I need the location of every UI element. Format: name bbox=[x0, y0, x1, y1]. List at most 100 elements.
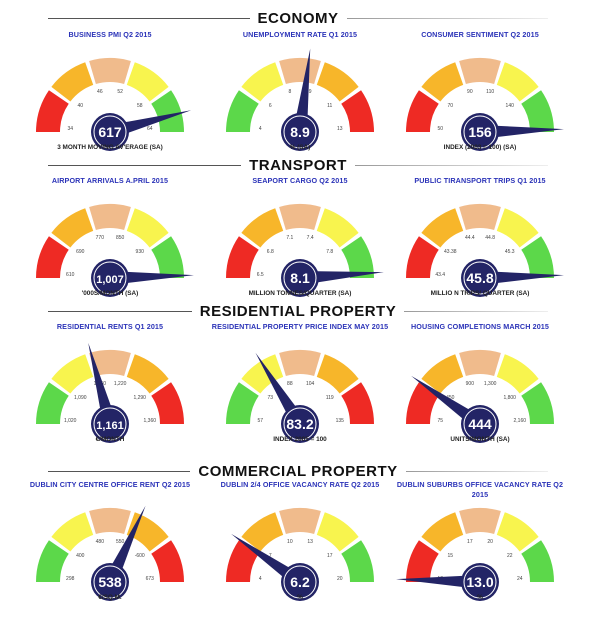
gauge-dial: 34 40 46 52 58 64 617 bbox=[36, 57, 192, 151]
divider bbox=[404, 310, 549, 312]
gauge-dial: 50 70 90 110 140 156 bbox=[406, 57, 564, 151]
gauge-tick-label: 119 bbox=[326, 395, 334, 401]
gauge-band-peach bbox=[89, 350, 131, 377]
gauge-tick-label: 7 bbox=[269, 553, 272, 559]
gauge-band-peach bbox=[459, 57, 501, 85]
gauge-tick-label: 43.38 bbox=[444, 249, 457, 255]
divider bbox=[48, 470, 191, 472]
gauge-band-red bbox=[226, 540, 259, 582]
gauge-tick-label: 90 bbox=[467, 89, 473, 95]
gauge-tick-label: 1,290 bbox=[133, 395, 146, 401]
gauge-band-red bbox=[406, 540, 439, 582]
gauge-hub bbox=[281, 405, 319, 443]
gauge-tick-label: 4 bbox=[259, 576, 262, 582]
gauge-title: DUBLIN CITY CENTRE OFFICE RENT Q2 2015 bbox=[29, 480, 191, 489]
gauge-6: PUBLIC TIRANSPORT TRIPS Q1 2015 43.4 43.38… bbox=[390, 176, 570, 297]
gauge-needle bbox=[479, 125, 564, 139]
gauge-tick-label: 17 bbox=[327, 553, 333, 559]
gauge-tick-label: 40 bbox=[77, 103, 83, 109]
gauge-tick-label: 50 bbox=[437, 126, 443, 132]
gauge-hub-ring bbox=[283, 115, 317, 149]
gauge-tick-label: 7.1 bbox=[286, 235, 293, 241]
gauge-dial: 57 73 88 104 119 135 83.2 bbox=[226, 350, 374, 443]
gauge-band-yellow bbox=[496, 512, 539, 552]
gauge-band-red bbox=[151, 382, 184, 424]
gauge-hub bbox=[91, 113, 129, 151]
gauge-band-orange bbox=[316, 354, 359, 394]
gauge-band-green bbox=[521, 382, 554, 424]
gauge-band-orange bbox=[51, 208, 94, 248]
gauge-band-orange bbox=[421, 62, 464, 102]
gauge-tick-label: 610 bbox=[66, 272, 75, 278]
gauge-hub bbox=[281, 113, 319, 151]
gauge-tick-label: 900 bbox=[466, 381, 475, 387]
gauge-tick-label: 550 bbox=[116, 539, 125, 545]
gauge-dial: 12151720222413.0 bbox=[396, 508, 554, 601]
gauge-tick-label: 104 bbox=[306, 381, 315, 387]
gauge-title: CONSUMER SENTIMENT Q2 2015 bbox=[421, 30, 539, 39]
gauge-tick-label: 20 bbox=[487, 539, 493, 545]
gauge-hub bbox=[461, 405, 499, 443]
gauge-band-red bbox=[406, 90, 439, 132]
gauge-hub-ring bbox=[283, 407, 317, 441]
gauge-band-green bbox=[521, 236, 554, 278]
gauge-hub-ring bbox=[463, 407, 497, 441]
gauge-2: UNEMPLOYMENT RATE Q1 2015 4 6 8 9 11 13 8.9 % (S… bbox=[210, 30, 390, 151]
gauge-unit: % bbox=[477, 594, 483, 601]
gauge-band-green bbox=[226, 382, 259, 424]
gauge-unit: €/MONTH bbox=[95, 436, 125, 443]
gauge-tick-label: 17 bbox=[467, 539, 473, 545]
gauge-tick-label: 45.3 bbox=[505, 249, 515, 255]
gauge-title: RESIDENTIAL PROPERTY PRICE INDEX MAY 201… bbox=[211, 322, 389, 331]
gauge-band-red bbox=[151, 540, 184, 582]
gauge-dial: 298 400 480 550 -600 673 538 bbox=[36, 505, 184, 601]
gauge-tick-label: 1,300 bbox=[484, 381, 497, 387]
gauge-band-green bbox=[341, 236, 374, 278]
gauge-unit: MILLIO N TRIPS/ QUARTER (SA) bbox=[430, 290, 530, 297]
gauge-title: UNEMPLOYMENT RATE Q1 2015 bbox=[242, 30, 358, 39]
gauge-hub bbox=[461, 259, 499, 297]
gauge-band-peach bbox=[89, 508, 131, 535]
gauge-tick-label: 73 bbox=[267, 395, 273, 401]
gauge-needle bbox=[479, 271, 564, 285]
gauge-band-orange bbox=[421, 512, 464, 552]
gauge-tick-label: 24 bbox=[517, 576, 523, 582]
gauge-needle bbox=[293, 48, 311, 133]
gauge-band-peach bbox=[279, 57, 321, 85]
gauge-8: RESIDENTIAL PROPERTY PRICE INDEX MAY 201… bbox=[210, 322, 390, 443]
section-title: TRANSPORT bbox=[249, 156, 347, 174]
gauge-title: AIRPORT ARRIVALS A.PRIL 2015 bbox=[51, 176, 169, 185]
gauge-tick-label: 52 bbox=[117, 89, 123, 95]
gauge-tick-label: 135 bbox=[336, 418, 345, 424]
gauge-band-orange bbox=[241, 208, 284, 248]
gauge-band-yellow bbox=[316, 512, 359, 552]
gauge-needle bbox=[299, 271, 384, 285]
gauge-unit: €/SQ.M. bbox=[98, 594, 122, 601]
gauge-tick-label: 1,360 bbox=[144, 418, 157, 424]
gauge-unit: INDEX 2005 = 100 bbox=[273, 436, 327, 443]
gauge-band-red bbox=[36, 236, 69, 278]
divider bbox=[48, 310, 192, 312]
gauge-hub-ring bbox=[93, 407, 127, 441]
gauge-title: DUBLIN SUBURBS OFFICE VACANCY RATE Q2 20… bbox=[396, 480, 564, 499]
divider bbox=[48, 17, 250, 19]
gauge-band-yellow bbox=[51, 354, 94, 394]
gauge-band-peach bbox=[459, 508, 501, 535]
gauge-hub bbox=[91, 563, 129, 601]
gauge-hub-ring bbox=[93, 565, 127, 599]
gauge-band-green bbox=[521, 540, 554, 582]
gauge-10: DUBLIN CITY CENTRE OFFICE RENT Q2 2015 29… bbox=[20, 480, 200, 601]
gauge-hub bbox=[461, 113, 499, 151]
gauge-tick-label: 400 bbox=[76, 553, 85, 559]
gauge-tick-label: 480 bbox=[96, 539, 105, 545]
gauge-tick-label: 9 bbox=[309, 89, 312, 95]
gauge-title: PUBLIC TIRANSPORT TRIPS Q1 2015 bbox=[414, 176, 546, 185]
gauge-tick-label: 673 bbox=[146, 576, 155, 582]
gauge-tick-label: 298 bbox=[66, 576, 75, 582]
gauge-hub-ring bbox=[93, 261, 127, 295]
gauge-tick-label: 7.8 bbox=[326, 249, 333, 255]
gauge-hub-ring bbox=[283, 261, 317, 295]
gauge-dial: 6.5 6.8 7.1 7.4 7.8 8.1 bbox=[226, 204, 384, 297]
gauge-band-red bbox=[36, 90, 69, 132]
